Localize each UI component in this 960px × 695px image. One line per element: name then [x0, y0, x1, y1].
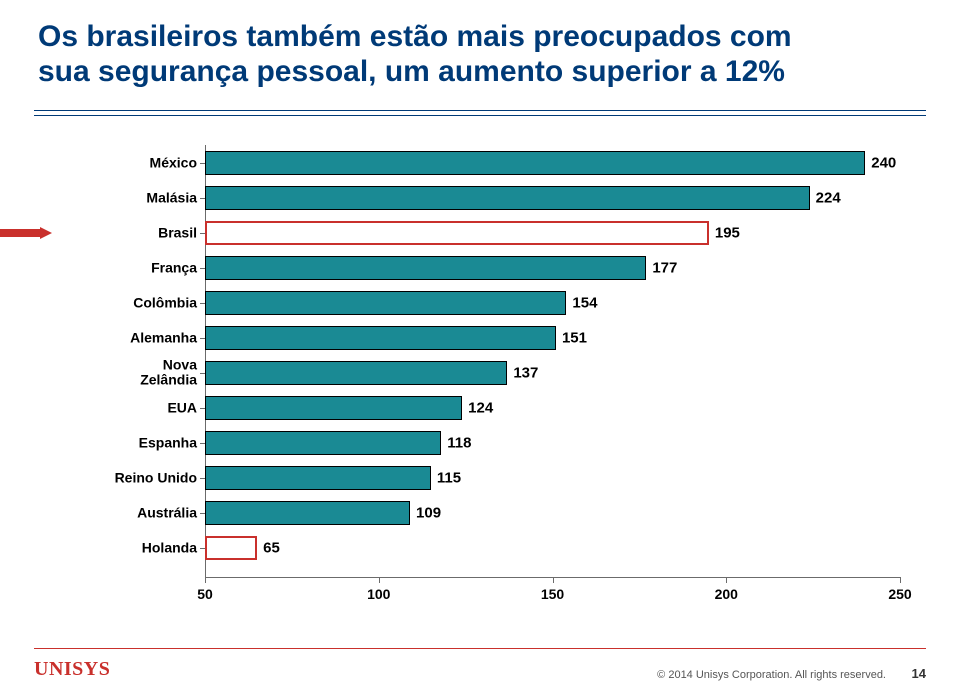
y-axis-label: Malásia — [146, 190, 197, 205]
bar — [205, 151, 865, 175]
arrow-head-icon — [40, 227, 52, 239]
x-axis-tick — [900, 577, 901, 583]
bar — [205, 361, 507, 385]
x-axis-label: 100 — [367, 586, 390, 602]
y-axis-label: França — [151, 260, 197, 275]
x-axis-tick — [379, 577, 380, 583]
value-label: 224 — [810, 190, 841, 207]
x-axis-label: 200 — [715, 586, 738, 602]
y-axis-label: Brasil — [158, 225, 197, 240]
value-label: 177 — [646, 260, 677, 277]
value-label: 137 — [507, 365, 538, 382]
y-axis-label: Nova Zelândia — [140, 358, 197, 389]
slide-title: Os brasileiros também estão mais preocup… — [38, 20, 798, 89]
divider-line-top — [34, 110, 926, 111]
slide-footer: UNISYS © 2014 Unisys Corporation. All ri… — [34, 658, 926, 681]
bar — [205, 466, 431, 490]
slide: Os brasileiros também estão mais preocup… — [0, 0, 960, 695]
footer-divider — [34, 648, 926, 649]
value-label: 109 — [410, 505, 441, 522]
logo: UNISYS — [34, 658, 110, 680]
x-axis-label: 50 — [197, 586, 213, 602]
value-label: 154 — [566, 295, 597, 312]
y-axis-label: Espanha — [139, 435, 197, 450]
y-axis-label: Holanda — [142, 540, 197, 555]
bar — [205, 396, 462, 420]
value-label: 115 — [431, 470, 461, 487]
x-axis-label: 250 — [888, 586, 911, 602]
y-axis-label: Colômbia — [133, 295, 197, 310]
value-label: 118 — [441, 435, 471, 452]
y-axis-labels: México Malásia Brasil França Colômbia Alemanh… — [60, 150, 205, 620]
arrow-shaft — [0, 229, 40, 237]
bar — [205, 536, 257, 560]
bar — [205, 186, 810, 210]
bar-chart: México Malásia Brasil França Colômbia Alemanh… — [60, 150, 900, 620]
title-divider — [34, 110, 926, 116]
x-axis-label: 150 — [541, 586, 564, 602]
divider-line-bottom — [34, 115, 926, 116]
copyright-text: © 2014 Unisys Corporation. All rights re… — [657, 669, 886, 681]
value-label: 124 — [462, 400, 493, 417]
bar — [205, 501, 410, 525]
bar — [205, 326, 556, 350]
page-number: 14 — [912, 666, 926, 681]
value-label: 240 — [865, 155, 896, 172]
highlight-arrow — [0, 227, 52, 239]
value-label: 65 — [257, 540, 280, 557]
y-axis-label: Reino Unido — [115, 470, 197, 485]
bar — [205, 221, 709, 245]
bar — [205, 291, 566, 315]
x-axis-tick — [553, 577, 554, 583]
value-label: 151 — [556, 330, 587, 347]
plot-area: 2402241951771541511371241181151096550100… — [205, 150, 900, 620]
bar — [205, 256, 646, 280]
y-axis-label: México — [150, 155, 197, 170]
x-axis-tick — [205, 577, 206, 583]
y-axis-label: Alemanha — [130, 330, 197, 345]
y-axis-label: EUA — [167, 400, 197, 415]
y-axis-label: Austrália — [137, 505, 197, 520]
value-label: 195 — [709, 225, 740, 242]
bar — [205, 431, 441, 455]
x-axis-tick — [726, 577, 727, 583]
